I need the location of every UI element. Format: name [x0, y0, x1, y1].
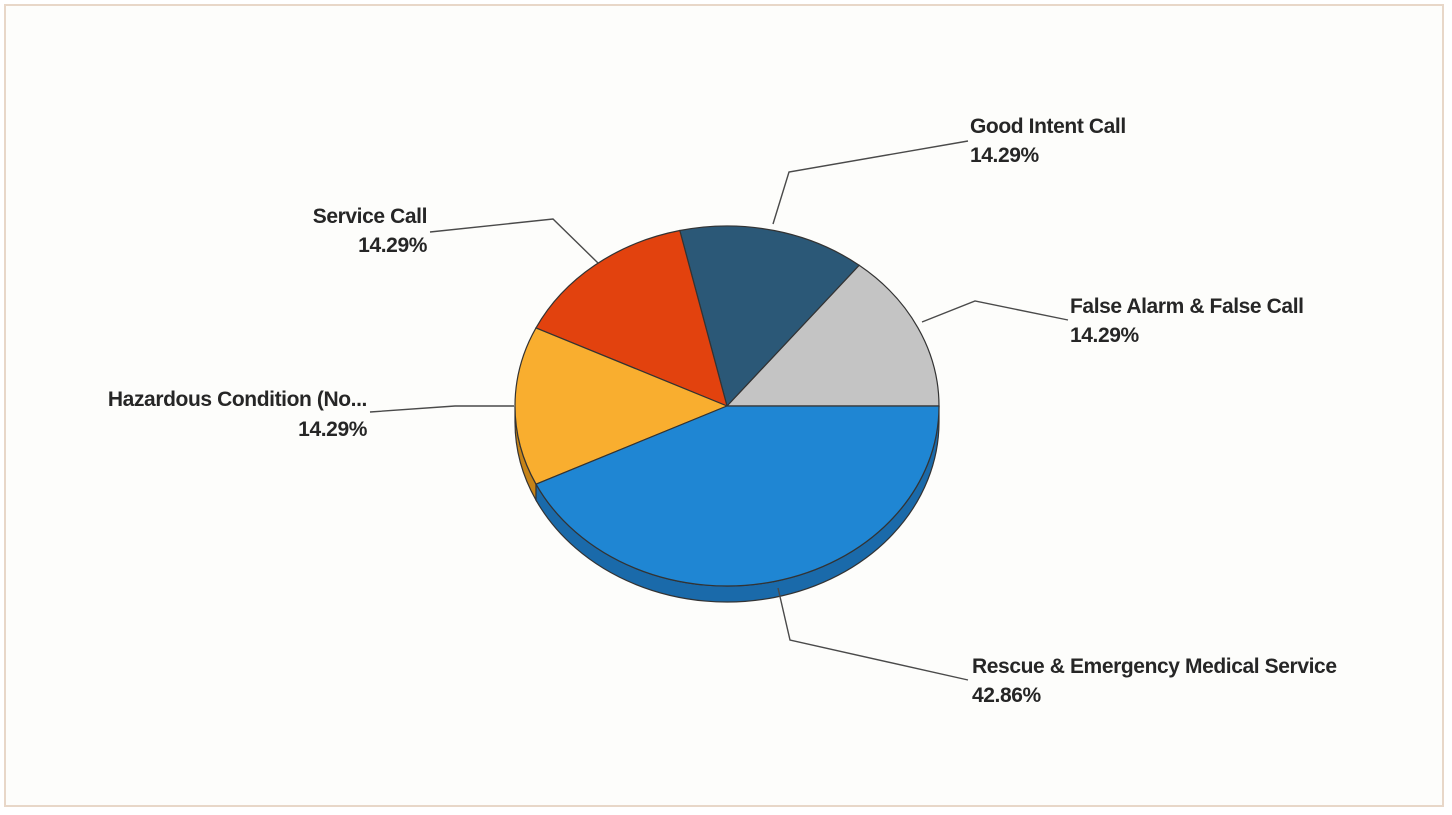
pie-slice-good-intent[interactable] [679, 225, 861, 408]
slice-label-rescue-ems: Rescue & Emergency Medical Service [972, 655, 1337, 678]
slice-percent-false-alarm: 14.29% [1070, 324, 1140, 347]
slice-percent-hazardous: 14.29% [298, 418, 368, 441]
leader-lines [369, 140, 1069, 681]
slice-label-good-intent: Good Intent Call [970, 115, 1126, 138]
leader-line-rescue-ems [777, 587, 969, 681]
slice-percent-rescue-ems: 42.86% [972, 684, 1042, 707]
leader-line-false-alarm [921, 300, 1069, 323]
leader-line-good-intent [772, 140, 969, 225]
slice-label-service-call: Service Call [313, 205, 427, 228]
leader-line-hazardous [369, 405, 514, 413]
pie-slice-false-alarm[interactable] [725, 264, 940, 407]
slice-percent-good-intent: 14.29% [970, 144, 1040, 167]
pie-slice-hazardous[interactable] [514, 327, 729, 485]
leader-line-service-call [429, 218, 599, 264]
slice-label-hazardous: Hazardous Condition (No... [108, 388, 367, 411]
slice-labels: False Alarm & False Call 14.29% Good Int… [108, 115, 1337, 707]
slice-percent-service-call: 14.29% [358, 234, 428, 257]
pie-slices [514, 225, 940, 587]
slice-label-false-alarm: False Alarm & False Call [1070, 295, 1304, 318]
pie-slice-rescue-ems[interactable] [535, 405, 940, 587]
pie-slice-service-call[interactable] [535, 229, 728, 408]
